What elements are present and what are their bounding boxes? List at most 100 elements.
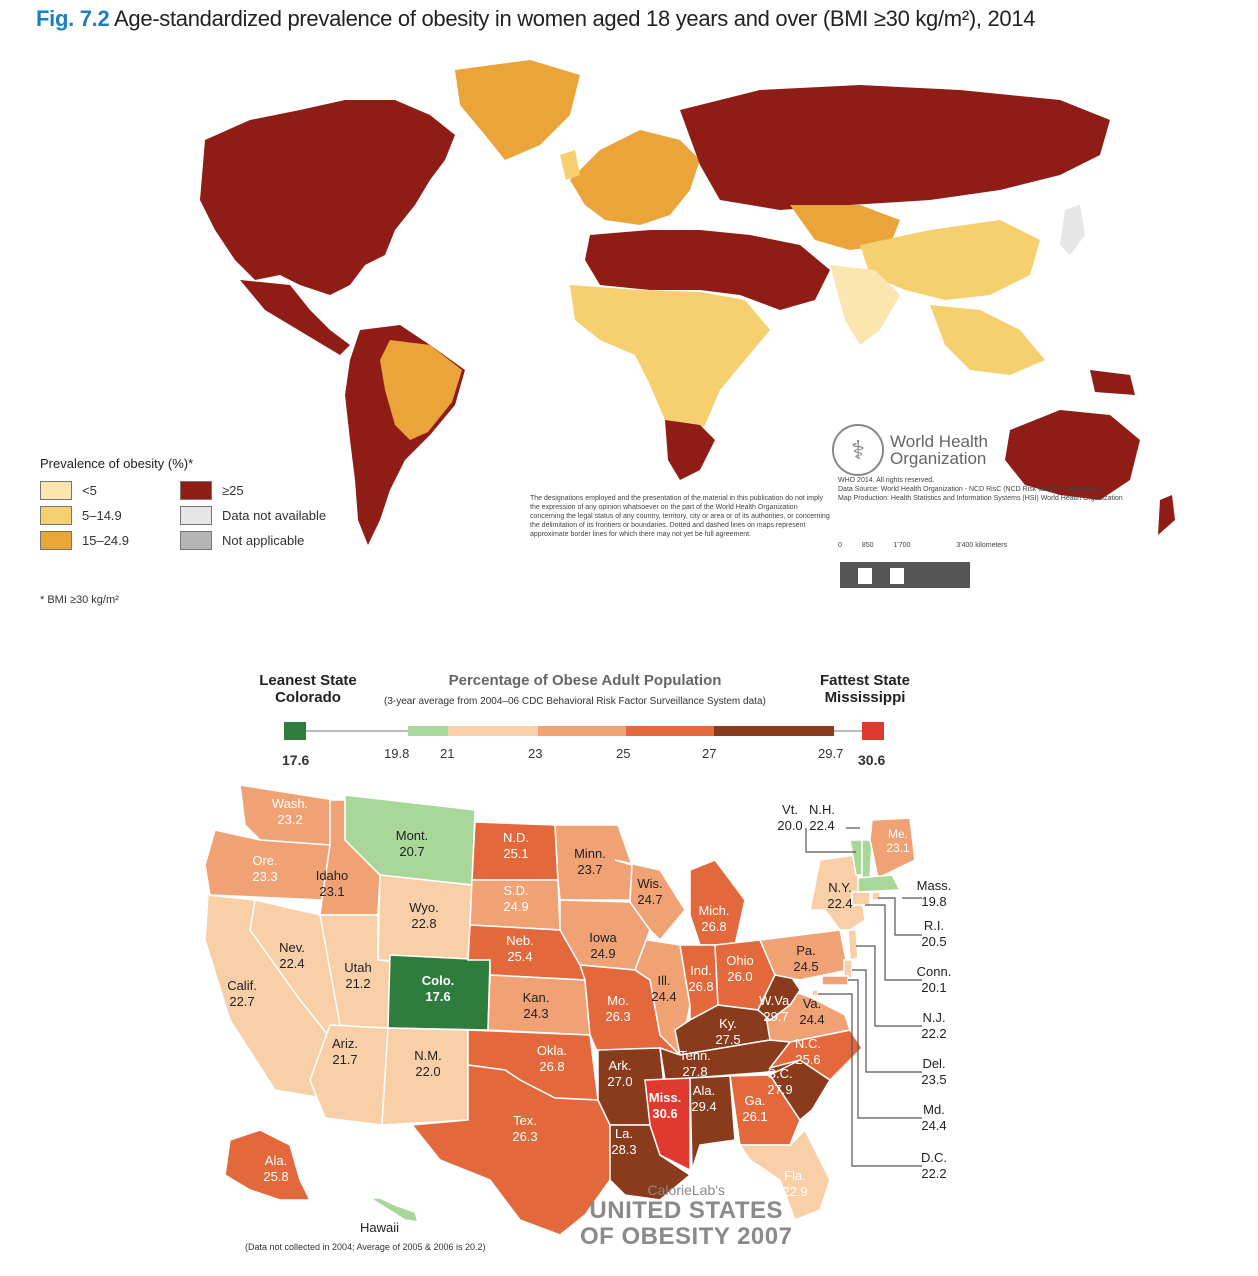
- state-value: 22.8: [411, 916, 436, 931]
- legend-label: ≥25: [222, 483, 244, 498]
- world-legend-title: Prevalence of obesity (%)*: [40, 456, 194, 471]
- us-legend-title: Percentage of Obese Adult Population: [448, 672, 722, 689]
- state-abbr: Calif.: [227, 978, 257, 993]
- scale-labels: 0 850 1'700 3'400 kilometers: [838, 542, 1007, 549]
- state-abbr: Del.: [922, 1056, 945, 1071]
- map-region-europe: [570, 130, 700, 225]
- state-abbr: Minn.: [574, 846, 606, 861]
- state-abbr: Md.: [923, 1102, 945, 1117]
- leader-line: [848, 979, 922, 1119]
- us-legend-subtitle: (3-year average from 2004–06 CDC Behavio…: [384, 696, 766, 707]
- state-abbr: Mass.: [917, 878, 952, 893]
- state-abbr: D.C.: [921, 1150, 947, 1165]
- scale-label: 1'700: [893, 542, 911, 549]
- state-shape: [871, 891, 881, 901]
- state-value: 26.0: [727, 969, 752, 984]
- tick-label: 23: [528, 746, 543, 761]
- state-value: 26.8: [701, 919, 726, 934]
- state-abbr: N.D.: [503, 830, 529, 845]
- state-value: 27.5: [715, 1032, 740, 1047]
- state-shape: [758, 929, 849, 981]
- state-value: 29.7: [763, 1009, 788, 1024]
- legend-item: Not applicable: [180, 531, 350, 550]
- state-value: 22.7: [229, 994, 254, 1009]
- map-region-southeast-asia: [930, 305, 1045, 375]
- state-shape: [851, 891, 871, 906]
- state-value: 22.2: [921, 1026, 946, 1041]
- state-value: 24.9: [503, 899, 528, 914]
- leader-line: [856, 945, 922, 1027]
- state-abbr: Ala.: [693, 1083, 715, 1098]
- who-source: Data Source: World Health Organization -…: [838, 486, 1102, 493]
- legend-item: 15–24.9: [40, 531, 180, 550]
- state-value: 24.9: [590, 946, 615, 961]
- state-abbr: Utah: [344, 960, 371, 975]
- state-abbr: Idaho: [316, 868, 349, 883]
- map-region-central-asia: [790, 205, 900, 250]
- fattest-title: Fattest State: [819, 672, 911, 689]
- state-shape: [224, 1129, 312, 1201]
- state-abbr: Ill.: [658, 973, 671, 988]
- map-region-china: [860, 220, 1040, 300]
- leader-line: [805, 828, 856, 853]
- lean-value: 17.6: [282, 752, 310, 768]
- scale-segment: [626, 726, 714, 736]
- world-footnote: * BMI ≥30 kg/m²: [40, 594, 119, 606]
- state-value: 26.3: [605, 1009, 630, 1024]
- who-logo: ⚕ World Health Organization: [832, 424, 1002, 476]
- who-production: Map Production: Health Statistics and In…: [838, 495, 1123, 502]
- state-abbr: Ariz.: [332, 1036, 358, 1051]
- state-abbr: Mich.: [698, 903, 729, 918]
- map-region-north-america: [200, 100, 455, 295]
- legend-swatch: [180, 506, 212, 525]
- state-abbr: Kan.: [523, 990, 550, 1005]
- state-abbr: Nev.: [279, 940, 305, 955]
- state-value: 22.4: [827, 896, 852, 911]
- scale-label: 0: [838, 542, 842, 549]
- state-value: 23.2: [277, 812, 302, 827]
- state-value: 23.5: [921, 1072, 946, 1087]
- map-region-central-america: [240, 280, 350, 355]
- tick-label: 21: [440, 746, 455, 761]
- state-abbr: Tenn.: [679, 1048, 711, 1063]
- state-abbr: N.H.: [809, 802, 835, 817]
- fat-swatch: [862, 722, 884, 740]
- state-abbr: Neb.: [506, 933, 533, 948]
- map-region-japan: [1060, 205, 1085, 255]
- scale-segment: [538, 726, 626, 736]
- who-credits: WHO 2014. All rights reserved. Data Sour…: [838, 476, 1138, 503]
- map-region-brazil: [380, 340, 462, 440]
- state-abbr: S.C.: [767, 1066, 792, 1081]
- state-shape: [768, 1059, 832, 1122]
- state-abbr: W.Va.: [759, 993, 793, 1008]
- state-abbr: Mont.: [396, 828, 429, 843]
- state-abbr: Colo.: [422, 973, 455, 988]
- legend-item: 5–14.9: [40, 506, 180, 525]
- state-value: 27.0: [607, 1074, 632, 1089]
- state-value: 22.4: [279, 956, 304, 971]
- state-value: 21.2: [345, 976, 370, 991]
- us-legend: Leanest State Colorado Fattest State Mis…: [0, 660, 1258, 770]
- state-value: 20.0: [777, 818, 802, 833]
- legend-item: <5: [40, 481, 180, 500]
- state-abbr: N.Y.: [828, 880, 852, 895]
- state-abbr: Fla.: [784, 1168, 806, 1183]
- legend-label: Data not available: [222, 508, 327, 523]
- state-abbr: N.M.: [414, 1048, 441, 1063]
- legend-swatch: [40, 506, 72, 525]
- state-value: 22.2: [921, 1166, 946, 1181]
- state-value: 20.5: [921, 934, 946, 949]
- state-value: 19.8: [921, 894, 946, 909]
- state-abbr: Wash.: [272, 796, 308, 811]
- state-abbr: La.: [615, 1126, 633, 1141]
- state-value: 23.1: [319, 884, 344, 899]
- state-abbr: Tex.: [513, 1113, 537, 1128]
- legend-item: ≥25: [180, 481, 350, 500]
- legend-label: 15–24.9: [82, 533, 129, 548]
- state-shape: [811, 989, 819, 997]
- world-legend-grid: <5 ≥25 5–14.9 Data not available 15–24.9…: [40, 481, 350, 550]
- state-value: 26.1: [742, 1109, 767, 1124]
- state-value: 23.3: [252, 869, 277, 884]
- map-region-australia: [1005, 410, 1140, 500]
- who-name: World Health Organization: [890, 432, 988, 468]
